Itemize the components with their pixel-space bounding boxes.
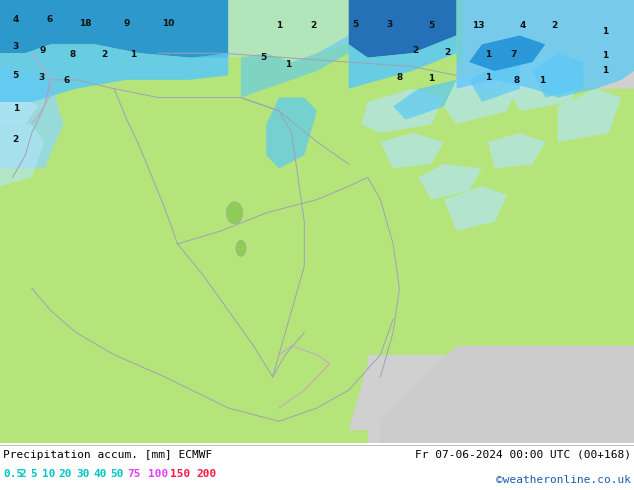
Text: 3: 3 (387, 20, 393, 29)
Text: 1: 1 (485, 49, 491, 59)
Text: ©weatheronline.co.uk: ©weatheronline.co.uk (496, 475, 631, 485)
Polygon shape (380, 346, 634, 443)
Text: 1: 1 (485, 73, 491, 82)
Text: 1: 1 (428, 74, 434, 83)
Text: 3: 3 (38, 73, 44, 82)
Polygon shape (393, 80, 456, 120)
Polygon shape (463, 0, 634, 80)
Polygon shape (418, 164, 482, 199)
Text: 9: 9 (124, 19, 130, 28)
Text: 9: 9 (40, 47, 46, 55)
Text: 2: 2 (101, 49, 108, 59)
Polygon shape (456, 0, 634, 89)
Polygon shape (228, 0, 349, 62)
Text: 4: 4 (520, 21, 526, 30)
Polygon shape (0, 102, 38, 124)
Text: 0.5: 0.5 (3, 469, 23, 479)
Text: 1: 1 (539, 76, 545, 85)
Polygon shape (469, 35, 545, 71)
Polygon shape (380, 133, 444, 169)
Text: 2: 2 (444, 48, 450, 57)
Text: 1: 1 (602, 26, 609, 36)
Text: 75: 75 (127, 469, 141, 479)
Text: 1: 1 (13, 104, 19, 113)
Polygon shape (349, 0, 456, 58)
Text: 100: 100 (148, 469, 168, 479)
Text: 5: 5 (428, 21, 434, 30)
Text: 1: 1 (130, 49, 136, 59)
Polygon shape (361, 89, 444, 133)
Text: 5: 5 (30, 469, 37, 479)
Text: 2: 2 (552, 21, 558, 30)
Text: 1: 1 (602, 51, 609, 60)
Text: 1: 1 (602, 67, 609, 75)
Polygon shape (349, 35, 456, 89)
Text: 5: 5 (260, 53, 266, 62)
Polygon shape (456, 0, 634, 98)
Text: 6: 6 (63, 76, 70, 85)
Text: 4: 4 (13, 16, 19, 24)
Text: 2: 2 (19, 469, 26, 479)
Polygon shape (444, 67, 520, 124)
Text: 8: 8 (396, 73, 403, 82)
Text: 8: 8 (514, 76, 520, 85)
Text: 13: 13 (472, 21, 485, 30)
Text: 2: 2 (412, 47, 418, 55)
Text: 1: 1 (285, 60, 292, 69)
Text: 7: 7 (510, 49, 517, 59)
Text: 30: 30 (76, 469, 89, 479)
Text: 2: 2 (13, 135, 19, 144)
Text: 40: 40 (93, 469, 107, 479)
Ellipse shape (226, 202, 243, 224)
Polygon shape (0, 0, 634, 443)
Polygon shape (0, 0, 228, 58)
Polygon shape (444, 186, 507, 231)
Text: 8: 8 (70, 49, 76, 59)
Text: 6: 6 (46, 16, 53, 24)
Polygon shape (0, 67, 63, 169)
Polygon shape (507, 53, 583, 111)
Polygon shape (488, 133, 545, 169)
Text: 150: 150 (170, 469, 190, 479)
Text: 5: 5 (352, 20, 358, 29)
Text: 200: 200 (196, 469, 216, 479)
Text: 50: 50 (110, 469, 124, 479)
Text: 10: 10 (162, 19, 174, 28)
Text: 5: 5 (13, 71, 19, 80)
Text: 10: 10 (42, 469, 56, 479)
Polygon shape (266, 98, 317, 169)
Text: 1: 1 (276, 21, 282, 30)
Text: 3: 3 (13, 42, 19, 51)
Text: Precipitation accum. [mm] ECMWF: Precipitation accum. [mm] ECMWF (3, 449, 212, 460)
Polygon shape (558, 89, 621, 142)
Polygon shape (0, 124, 44, 186)
Text: 18: 18 (79, 19, 92, 28)
Polygon shape (241, 35, 349, 98)
Text: 20: 20 (58, 469, 72, 479)
Polygon shape (368, 355, 634, 443)
Polygon shape (533, 53, 583, 98)
Text: 2: 2 (311, 21, 317, 30)
Polygon shape (469, 62, 520, 102)
Ellipse shape (236, 241, 246, 256)
Polygon shape (0, 44, 228, 102)
Text: Fr 07-06-2024 00:00 UTC (00+168): Fr 07-06-2024 00:00 UTC (00+168) (415, 449, 631, 460)
Polygon shape (349, 364, 495, 430)
